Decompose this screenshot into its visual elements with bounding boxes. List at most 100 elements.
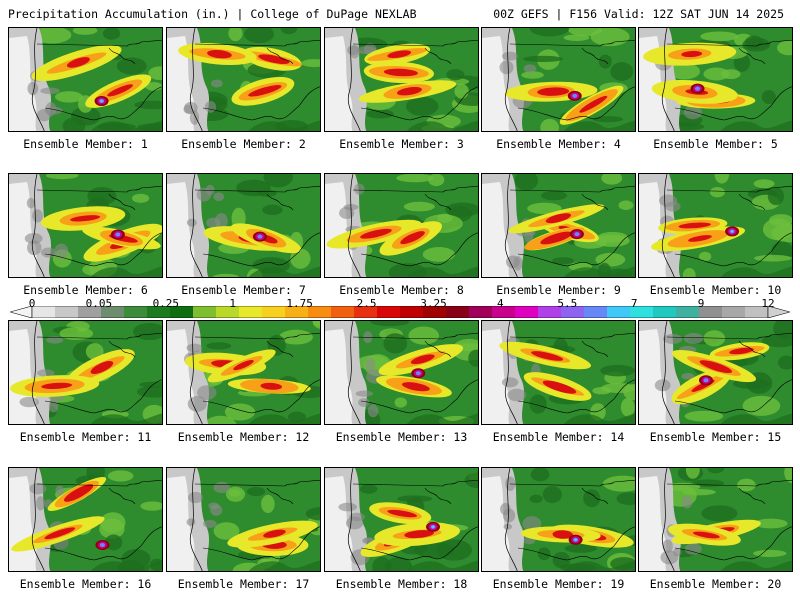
precip-map-image [325,174,478,277]
member-caption: Ensemble Member: 10 [649,283,782,297]
precip-map-image [482,174,635,277]
valid-time-label: 00Z GEFS | F156 Valid: 12Z SAT JUN 14 20… [493,7,784,21]
colorbar-swatch [400,306,424,318]
precip-map-image [639,468,792,571]
colorbar-tick-label: 3.25 [420,297,447,310]
colorbar-tick-label: 5.5 [557,297,578,310]
colorbar-swatch [561,306,585,318]
precip-map-image [325,28,478,131]
ensemble-member-map [638,467,793,572]
member-caption: Ensemble Member: 20 [649,577,782,591]
ensemble-member-map [638,320,793,425]
colorbar-tick-label: 1 [229,297,237,310]
ensemble-member-map [481,27,636,132]
member-caption: Ensemble Member: 13 [335,430,468,444]
colorbar-swatch [377,306,401,318]
precip-map-image [167,468,320,571]
ensemble-member-map [324,173,479,278]
precip-map-image [482,321,635,424]
colorbar-swatch [285,306,309,318]
colorbar-swatch [423,306,447,318]
member-caption: Ensemble Member: 9 [496,283,621,297]
colorbar-tick-label: 2.5 [356,297,377,310]
member-caption: Ensemble Member: 19 [492,577,625,591]
ensemble-member-map [8,173,163,278]
member-caption: Ensemble Member: 18 [335,577,468,591]
colorbar-tick-label: 12 [761,297,775,310]
member-caption: Ensemble Member: 3 [339,137,464,151]
ensemble-member-map [8,467,163,572]
member-caption: Ensemble Member: 15 [649,430,782,444]
precip-map-image [9,468,162,571]
colorbar-swatch [607,306,631,318]
colorbar-tick-label: 0.25 [152,297,180,310]
colorbar-swatch [124,306,148,318]
ensemble-member-map [8,320,163,425]
member-caption: Ensemble Member: 2 [181,137,306,151]
colorbar-swatch [170,306,194,318]
member-caption: Ensemble Member: 12 [177,430,310,444]
member-caption: Ensemble Member: 16 [19,577,152,591]
member-caption: Ensemble Member: 1 [23,137,148,151]
colorbar-swatch [515,306,539,318]
colorbar-swatch [469,306,493,318]
colorbar-tick-label: 0 [28,297,36,310]
ensemble-member-map [638,27,793,132]
member-caption: Ensemble Member: 8 [339,283,464,297]
ensemble-member-map [166,27,321,132]
precip-map-image [482,28,635,131]
ensemble-member-map [166,467,321,572]
colorbar-swatch [722,306,746,318]
ensemble-member-map [324,320,479,425]
colorbar-tick-label: 9 [697,297,705,310]
colorbar: 0 0.05 0.25 1 1.75 2.5 3.25 4 5.5 7 9 12 [10,297,790,321]
colorbar-swatch [492,306,516,318]
colorbar-swatch [653,306,677,318]
colorbar-swatch [630,306,654,318]
precip-map-image [167,174,320,277]
member-caption: Ensemble Member: 7 [181,283,306,297]
colorbar-swatch [101,306,125,318]
colorbar-swatch [538,306,562,318]
precip-map-image [639,321,792,424]
precip-map-image [167,321,320,424]
precip-map-image [9,174,162,277]
precip-map-image [639,28,792,131]
precip-map-image [9,28,162,131]
ensemble-member-map [481,467,636,572]
ensemble-member-map [638,173,793,278]
member-caption: Ensemble Member: 4 [496,137,621,151]
precip-map-image [325,468,478,571]
colorbar-swatch [78,306,102,318]
ensemble-member-map [481,173,636,278]
colorbar-tick-label: 1.75 [286,297,313,310]
ensemble-member-map [166,320,321,425]
colorbar-swatch [262,306,286,318]
ensemble-member-map [481,320,636,425]
precip-map-image [167,28,320,131]
colorbar-swatch [147,306,171,318]
colorbar-swatch [308,306,332,318]
member-caption: Ensemble Member: 5 [653,137,778,151]
colorbar-tick-label: 0.05 [85,297,113,310]
precip-map-image [482,468,635,571]
ensemble-member-map [324,27,479,132]
member-caption: Ensemble Member: 11 [19,430,152,444]
precip-map-image [639,174,792,277]
colorbar-swatch [193,306,217,318]
ensemble-member-map [324,467,479,572]
colorbar-swatch [55,306,79,318]
colorbar-swatch [676,306,700,318]
member-caption: Ensemble Member: 6 [23,283,148,297]
colorbar-swatch [216,306,240,318]
colorbar-swatch [584,306,608,318]
colorbar-swatch [745,306,769,318]
colorbar-swatch [331,306,355,318]
colorbar-swatch [446,306,470,318]
colorbar-tick-label: 7 [630,297,638,310]
precip-map-image [9,321,162,424]
colorbar-swatch [32,306,56,318]
colorbar-swatch [699,306,723,318]
colorbar-right-arrow [767,306,790,318]
precip-map-image [325,321,478,424]
